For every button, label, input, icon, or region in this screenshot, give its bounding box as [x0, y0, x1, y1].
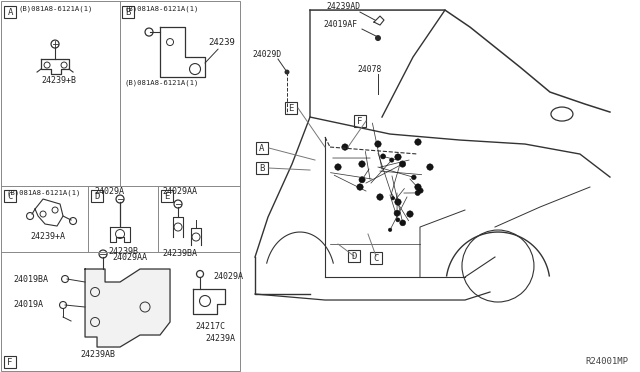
Text: A: A	[259, 144, 265, 153]
Circle shape	[395, 199, 401, 205]
Text: (B)081A8-6121A(1): (B)081A8-6121A(1)	[18, 5, 92, 12]
Text: 24239+B: 24239+B	[41, 76, 76, 85]
Circle shape	[415, 139, 421, 145]
Text: 24019BA: 24019BA	[13, 275, 48, 284]
Text: 24019A: 24019A	[13, 300, 43, 309]
Circle shape	[285, 70, 289, 74]
Circle shape	[415, 190, 420, 196]
Circle shape	[391, 196, 395, 200]
Text: 24239B: 24239B	[108, 247, 138, 256]
Circle shape	[375, 35, 381, 41]
FancyBboxPatch shape	[285, 102, 297, 114]
Text: 24029A: 24029A	[213, 272, 243, 281]
Circle shape	[377, 194, 383, 200]
Text: E: E	[288, 103, 294, 113]
Text: D: D	[351, 251, 356, 260]
Text: B: B	[259, 164, 265, 173]
Text: 24239AD: 24239AD	[326, 2, 360, 11]
Circle shape	[335, 164, 341, 170]
FancyBboxPatch shape	[256, 142, 268, 154]
Text: 24019AF: 24019AF	[323, 20, 357, 29]
Text: C: C	[373, 254, 379, 263]
FancyBboxPatch shape	[161, 190, 173, 202]
Polygon shape	[85, 269, 170, 347]
Text: 24239: 24239	[208, 38, 235, 47]
FancyBboxPatch shape	[370, 252, 382, 264]
Text: 24078: 24078	[357, 65, 381, 74]
Text: 24239+A: 24239+A	[30, 232, 65, 241]
Circle shape	[400, 220, 406, 226]
Circle shape	[356, 184, 363, 190]
Text: F: F	[8, 357, 13, 366]
Circle shape	[415, 184, 421, 190]
FancyBboxPatch shape	[256, 162, 268, 174]
FancyBboxPatch shape	[4, 6, 16, 18]
FancyBboxPatch shape	[122, 6, 134, 18]
Circle shape	[418, 188, 423, 193]
Text: (B)081A8-6121A(1): (B)081A8-6121A(1)	[6, 189, 81, 196]
Circle shape	[395, 154, 401, 160]
Text: 24239BA: 24239BA	[162, 249, 197, 258]
Circle shape	[375, 141, 381, 147]
Text: (B)081A8-6121A(1): (B)081A8-6121A(1)	[124, 5, 198, 12]
Circle shape	[388, 228, 392, 231]
Text: 24029A: 24029A	[94, 187, 124, 196]
Text: R24001MP: R24001MP	[585, 357, 628, 366]
Circle shape	[381, 154, 386, 159]
Circle shape	[394, 210, 400, 216]
Text: 24029AA: 24029AA	[162, 187, 197, 196]
Text: A: A	[8, 7, 13, 17]
Text: 24029AA: 24029AA	[112, 253, 147, 262]
Text: F: F	[357, 116, 363, 125]
FancyBboxPatch shape	[4, 190, 16, 202]
Text: B: B	[125, 7, 131, 17]
Circle shape	[342, 144, 348, 150]
Text: 24029D: 24029D	[252, 50, 281, 59]
FancyBboxPatch shape	[91, 190, 103, 202]
Bar	[1, 1, 240, 371]
Text: 24239AB: 24239AB	[80, 350, 115, 359]
Circle shape	[399, 161, 406, 167]
Circle shape	[412, 175, 416, 180]
FancyBboxPatch shape	[348, 250, 360, 262]
Text: 24217C: 24217C	[195, 322, 225, 331]
Circle shape	[390, 158, 394, 162]
Circle shape	[396, 218, 400, 222]
FancyBboxPatch shape	[354, 115, 366, 127]
Circle shape	[359, 177, 365, 183]
Text: (B)081A8-6121A(1): (B)081A8-6121A(1)	[124, 79, 198, 86]
FancyBboxPatch shape	[4, 356, 16, 368]
Text: E: E	[164, 192, 170, 201]
Circle shape	[407, 211, 413, 217]
Circle shape	[359, 161, 365, 167]
Circle shape	[427, 164, 433, 170]
Text: D: D	[94, 192, 100, 201]
Text: C: C	[8, 192, 13, 201]
Text: 24239A: 24239A	[205, 334, 235, 343]
